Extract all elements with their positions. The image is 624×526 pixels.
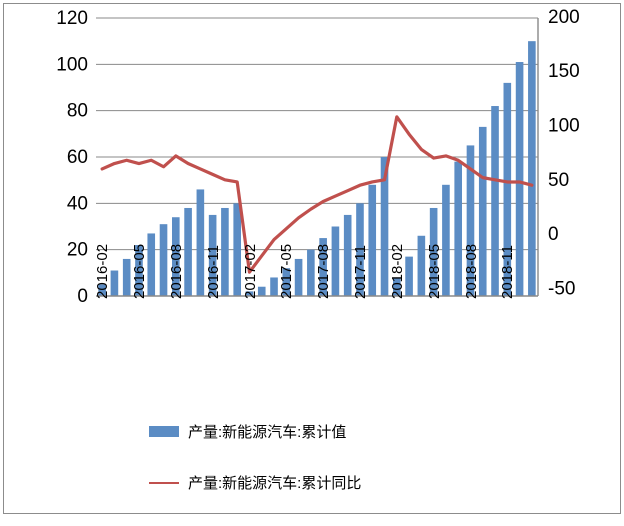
svg-text:150: 150 xyxy=(548,61,580,82)
svg-text:60: 60 xyxy=(67,147,88,168)
svg-text:200: 200 xyxy=(548,7,580,28)
svg-text:100: 100 xyxy=(548,116,580,137)
svg-text:80: 80 xyxy=(67,101,88,122)
svg-text:-50: -50 xyxy=(548,278,575,299)
svg-text:20: 20 xyxy=(67,240,88,261)
svg-text:0: 0 xyxy=(548,224,559,245)
svg-text:100: 100 xyxy=(56,54,88,75)
svg-text:50: 50 xyxy=(548,170,569,191)
svg-text:120: 120 xyxy=(56,8,88,29)
svg-text:40: 40 xyxy=(67,193,88,214)
svg-text:0: 0 xyxy=(77,286,88,307)
